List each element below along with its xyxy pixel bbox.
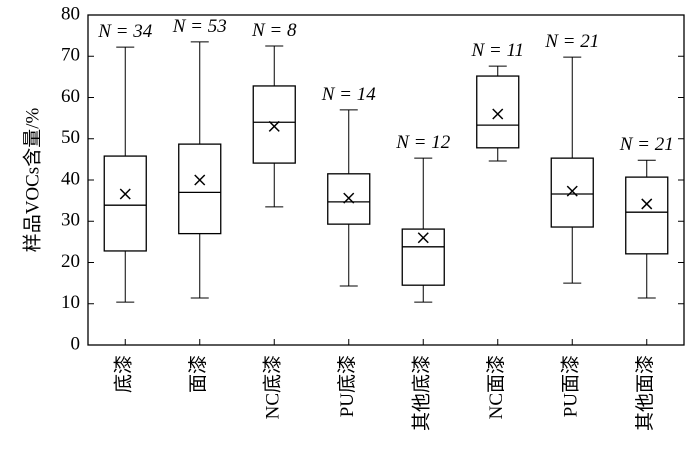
y-tick-label: 40 [61,168,80,189]
mean-marker [566,185,578,197]
mean-marker [343,192,355,204]
n-label: N = 21 [544,31,599,52]
n-label: N = 14 [321,84,376,105]
x-tick-label: PU面漆 [560,355,582,417]
x-tick-label: 其他底漆 [411,355,433,431]
y-tick-label: 0 [71,333,81,354]
mean-marker [194,174,206,186]
y-tick-label: 20 [61,251,80,272]
box [252,85,296,164]
mean-marker [268,120,280,132]
x-tick-label: 底漆 [113,355,135,393]
n-label: N = 11 [470,40,524,61]
box [476,75,520,149]
y-tick-label: 60 [61,86,80,107]
y-tick-label: 10 [61,292,80,313]
y-tick-label: 70 [61,45,80,66]
x-tick-label: 其他面漆 [634,355,656,431]
n-label: N = 8 [251,20,297,41]
mean-marker [492,108,504,120]
x-tick-label: 面漆 [187,355,209,393]
n-label: N = 34 [97,21,152,42]
y-tick-label: 80 [61,3,80,24]
x-tick-label: NC底漆 [262,355,284,419]
plot-frame [87,14,685,346]
x-tick-label: NC面漆 [485,355,507,419]
mean-marker [417,232,429,244]
x-tick-label: PU底漆 [336,355,358,417]
mean-marker [641,198,653,210]
n-label: N = 21 [619,134,674,155]
n-label: N = 53 [172,16,227,37]
box [401,228,445,286]
box [550,157,594,228]
box [178,143,222,235]
n-label: N = 12 [395,132,450,153]
box [103,155,147,252]
y-tick-label: 50 [61,127,80,148]
mean-marker [119,188,131,200]
y-axis-label: 样品VOCs含量/% [21,108,43,253]
box [327,173,371,225]
box [625,176,669,255]
y-tick-label: 30 [61,210,80,231]
